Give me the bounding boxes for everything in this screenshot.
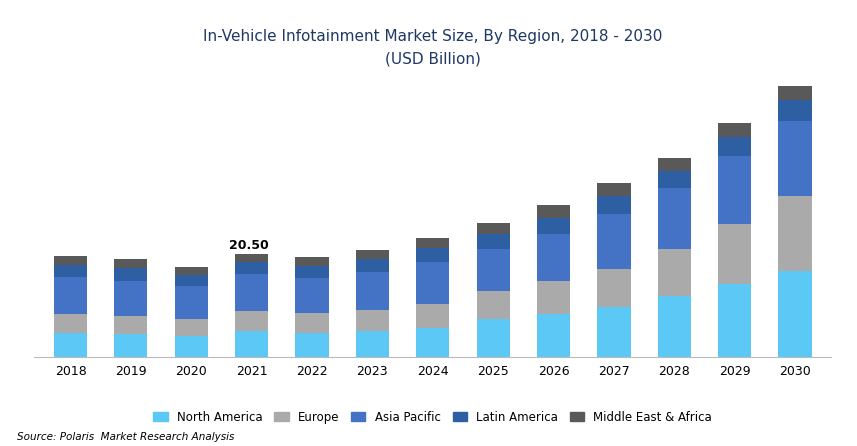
Bar — [718, 284, 752, 357]
Bar — [114, 334, 147, 357]
Title: In-Vehicle Infotainment Market Size, By Region, 2018 - 2030
(USD Billion): In-Vehicle Infotainment Market Size, By … — [203, 29, 662, 66]
Bar — [54, 333, 87, 357]
Bar — [718, 123, 752, 136]
Bar — [296, 257, 328, 266]
Bar — [417, 248, 449, 262]
Bar — [356, 259, 389, 272]
Bar — [175, 286, 208, 319]
Bar — [778, 86, 812, 100]
Bar — [537, 206, 570, 218]
Bar — [597, 269, 631, 306]
Bar — [175, 275, 208, 286]
Bar — [778, 120, 812, 196]
Bar — [356, 310, 389, 330]
Bar — [657, 188, 691, 249]
Bar — [114, 268, 147, 281]
Text: Source: Polaris  Market Research Analysis: Source: Polaris Market Research Analysis — [17, 432, 235, 442]
Bar — [54, 314, 87, 333]
Bar — [476, 234, 510, 249]
Bar — [54, 277, 87, 314]
Bar — [235, 254, 268, 262]
Bar — [476, 223, 510, 234]
Bar — [597, 306, 631, 357]
Bar — [417, 328, 449, 357]
Bar — [356, 272, 389, 310]
Bar — [417, 238, 449, 248]
Bar — [114, 259, 147, 268]
Bar — [597, 183, 631, 196]
Bar — [114, 316, 147, 334]
Bar — [537, 314, 570, 357]
Bar — [356, 250, 389, 259]
Bar — [718, 156, 752, 223]
Bar — [657, 158, 691, 171]
Bar — [778, 100, 812, 120]
Bar — [54, 256, 87, 265]
Bar — [718, 136, 752, 156]
Bar — [537, 234, 570, 281]
Bar — [235, 274, 268, 310]
Bar — [537, 281, 570, 314]
Bar — [718, 223, 752, 284]
Bar — [778, 196, 812, 271]
Bar — [476, 249, 510, 291]
Bar — [778, 271, 812, 357]
Bar — [235, 262, 268, 274]
Bar — [476, 319, 510, 357]
Bar — [175, 267, 208, 275]
Bar — [296, 278, 328, 313]
Bar — [175, 319, 208, 336]
Bar — [235, 331, 268, 357]
Bar — [657, 171, 691, 188]
Bar — [657, 249, 691, 297]
Bar — [476, 291, 510, 319]
Bar — [296, 266, 328, 278]
Bar — [597, 214, 631, 269]
Text: 20.50: 20.50 — [229, 239, 268, 252]
Bar — [235, 310, 268, 331]
Bar — [54, 265, 87, 277]
Bar — [597, 196, 631, 214]
Bar — [296, 313, 328, 333]
Bar — [657, 297, 691, 357]
Bar — [114, 281, 147, 316]
Legend: North America, Europe, Asia Pacific, Latin America, Middle East & Africa: North America, Europe, Asia Pacific, Lat… — [148, 406, 717, 428]
Bar — [417, 304, 449, 328]
Bar — [537, 218, 570, 234]
Bar — [356, 330, 389, 357]
Bar — [417, 262, 449, 304]
Bar — [296, 333, 328, 357]
Bar — [175, 336, 208, 357]
